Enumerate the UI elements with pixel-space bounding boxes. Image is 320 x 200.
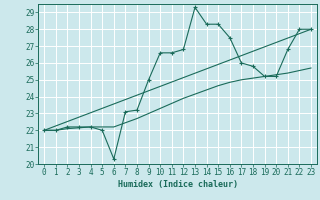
X-axis label: Humidex (Indice chaleur): Humidex (Indice chaleur) <box>118 180 238 189</box>
